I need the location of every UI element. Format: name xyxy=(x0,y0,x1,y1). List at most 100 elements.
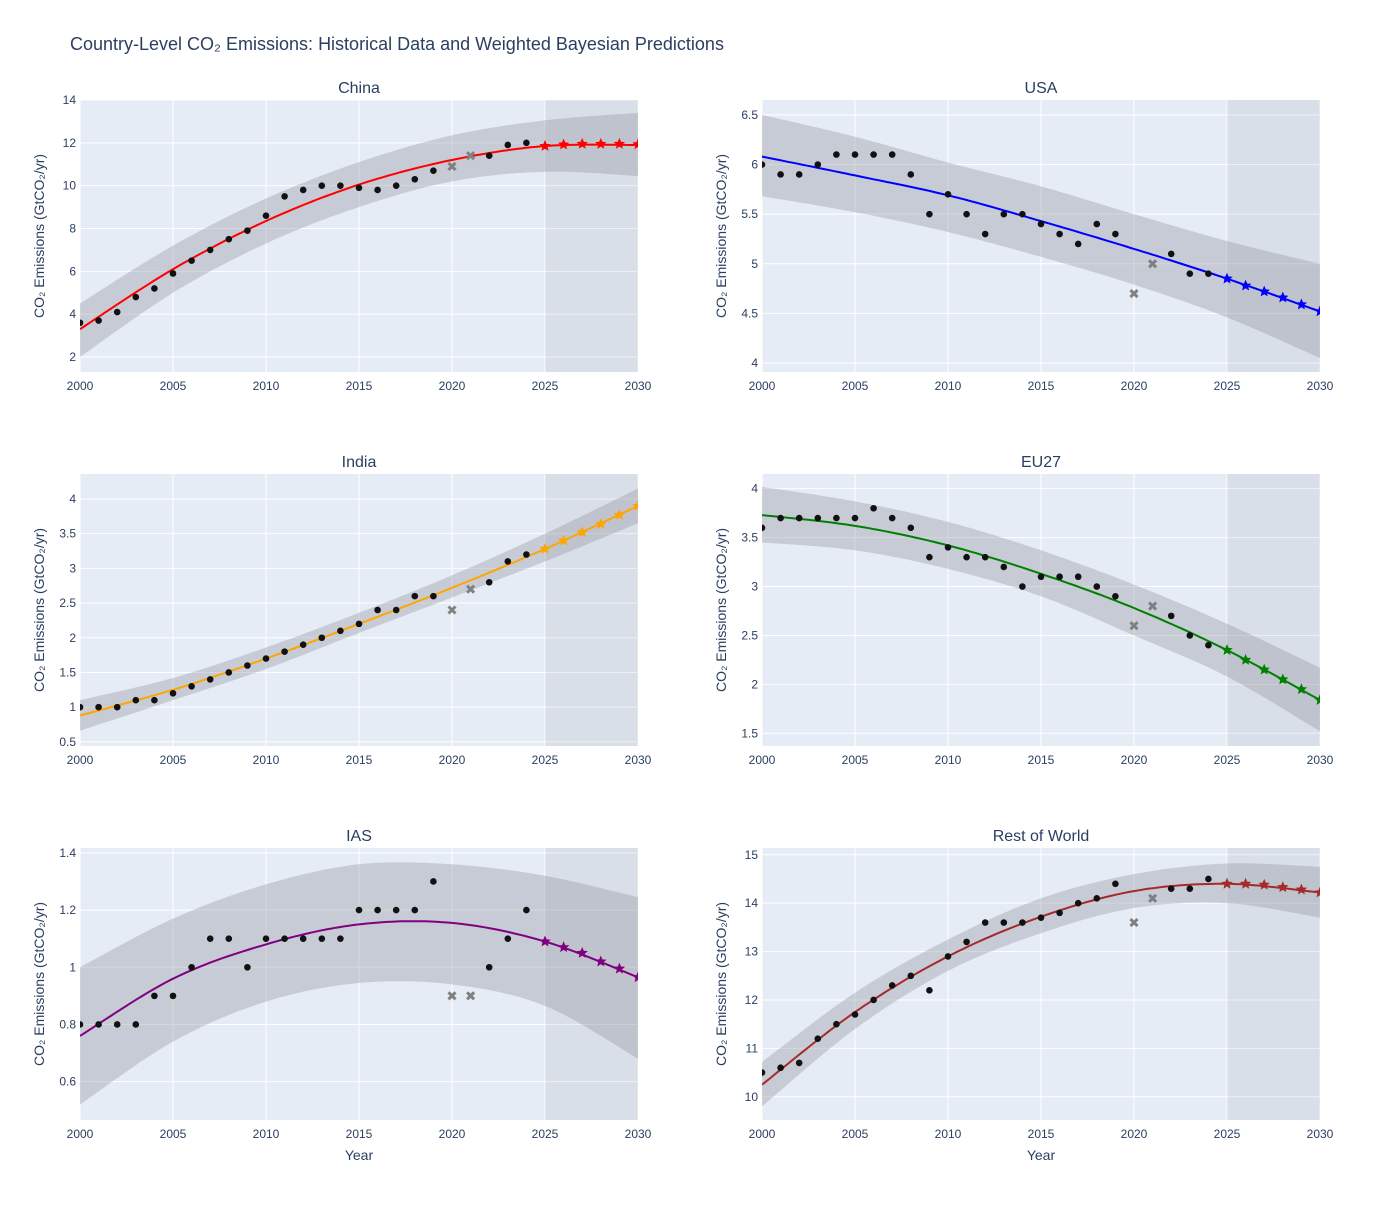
observed-point xyxy=(870,151,877,158)
outlier-marker xyxy=(447,605,457,615)
y-axis-label: CO₂ Emissions (GtCO₂/yr) xyxy=(31,528,47,692)
observed-point xyxy=(318,935,326,942)
x-tick-label: 2005 xyxy=(842,753,869,767)
y-tick-label: 12 xyxy=(63,136,77,150)
y-tick-label: 4.5 xyxy=(741,306,758,320)
observed-point xyxy=(907,524,915,532)
observed-point xyxy=(1093,220,1101,228)
observed-point xyxy=(169,992,177,1000)
prediction-star xyxy=(1295,883,1308,895)
observed-point xyxy=(244,227,251,234)
x-tick-label: 2010 xyxy=(935,1127,962,1141)
observed-point xyxy=(95,317,102,324)
plot-area xyxy=(80,112,638,358)
observed-point xyxy=(188,683,195,690)
prediction-star xyxy=(1239,877,1252,889)
observed-point xyxy=(870,996,877,1004)
y-tick-label: 5 xyxy=(751,257,758,271)
prediction-star xyxy=(1258,663,1270,675)
plot-area xyxy=(762,114,1320,359)
observed-point xyxy=(206,935,214,942)
observed-point xyxy=(1037,220,1045,228)
observed-point xyxy=(430,878,437,885)
y-tick-label: 1.2 xyxy=(59,903,76,917)
observed-point xyxy=(169,689,177,697)
observed-point xyxy=(299,935,307,942)
x-tick-label: 2025 xyxy=(1214,753,1241,767)
prediction-star xyxy=(1277,291,1289,303)
observed-point xyxy=(795,514,803,522)
observed-point xyxy=(814,161,822,168)
x-tick-label: 2030 xyxy=(625,1127,652,1141)
observed-point xyxy=(392,906,400,914)
y-tick-label: 0.8 xyxy=(59,1017,76,1031)
observed-point xyxy=(1019,210,1026,218)
observed-point xyxy=(1112,880,1119,888)
observed-point xyxy=(374,606,381,614)
observed-point xyxy=(1037,914,1045,921)
y-tick-label: 2 xyxy=(751,677,758,691)
outlier-marker xyxy=(447,161,457,171)
observed-point xyxy=(262,935,270,942)
observed-point xyxy=(206,676,214,683)
observed-point xyxy=(762,524,766,532)
outlier-marker xyxy=(466,584,476,594)
observed-point xyxy=(1000,919,1008,926)
observed-point xyxy=(374,186,381,194)
x-tick-label: 2020 xyxy=(439,753,466,767)
observed-point xyxy=(1205,270,1212,278)
observed-point xyxy=(188,963,195,971)
subplot-usa: 2000 2005 2010 2015 2020 2025 2030 4 4.5 5 5.5 6 6.5… xyxy=(713,80,1334,393)
observed-point xyxy=(981,919,989,926)
forecast-region xyxy=(1227,100,1320,372)
y-tick-label: 6.5 xyxy=(741,108,758,122)
y-axis-label: CO₂ Emissions (GtCO₂/yr) xyxy=(713,154,729,318)
prediction-star xyxy=(1295,683,1308,695)
x-tick-label: 2000 xyxy=(749,753,776,767)
plot-area xyxy=(762,863,1320,1107)
observed-point xyxy=(281,935,288,942)
subplot-eu27: 2000 2005 2010 2015 2020 2025 2030 1.5 2 2.5 3 3.5 4… xyxy=(713,454,1334,767)
y-tick-label: 8 xyxy=(69,222,76,236)
observed-point xyxy=(814,514,822,522)
x-tick-label: 2025 xyxy=(1214,379,1241,393)
forecast-region xyxy=(545,848,638,1120)
plot-area xyxy=(80,862,638,1105)
y-tick-label: 15 xyxy=(745,848,759,862)
subplot-ias: 2000 2005 2010 2015 2020 2025 2030 0.6 0.8 1 1.2 1.… xyxy=(31,828,652,1163)
prediction-star xyxy=(595,518,607,529)
y-tick-label: 1 xyxy=(69,960,76,974)
x-tick-label: 2010 xyxy=(253,1127,280,1141)
y-axis-label: CO₂ Emissions (GtCO₂/yr) xyxy=(713,902,729,1066)
chart-title: Country-Level CO₂ Emissions: Historical … xyxy=(70,34,724,54)
observed-point xyxy=(318,182,326,189)
prediction-star xyxy=(557,534,570,546)
y-tick-label: 1.5 xyxy=(741,726,758,740)
subplot-title: IAS xyxy=(346,828,372,845)
observed-point xyxy=(80,1021,84,1028)
x-tick-label: 2015 xyxy=(346,753,373,767)
observed-point xyxy=(299,186,307,194)
observed-point xyxy=(833,1020,840,1028)
prediction-star xyxy=(1221,272,1233,284)
x-tick-label: 2015 xyxy=(1028,753,1055,767)
prediction-star xyxy=(539,542,551,554)
observed-point xyxy=(1186,885,1194,892)
prediction-star xyxy=(613,508,626,520)
prediction-star xyxy=(1221,877,1233,889)
x-tick-label: 2005 xyxy=(160,1127,187,1141)
x-tick-label: 2020 xyxy=(1121,379,1148,393)
credible-interval-band xyxy=(762,863,1320,1107)
prediction-star xyxy=(595,955,607,967)
x-tick-label: 2015 xyxy=(1028,379,1055,393)
prediction-star xyxy=(557,138,570,150)
observed-point xyxy=(206,246,214,254)
observed-point xyxy=(907,171,915,178)
credible-interval-band xyxy=(80,112,638,358)
y-tick-label: 2.5 xyxy=(59,596,76,610)
prediction-star xyxy=(1277,673,1289,685)
observed-point xyxy=(963,210,970,218)
y-tick-label: 12 xyxy=(745,993,759,1007)
observed-point xyxy=(355,620,363,628)
